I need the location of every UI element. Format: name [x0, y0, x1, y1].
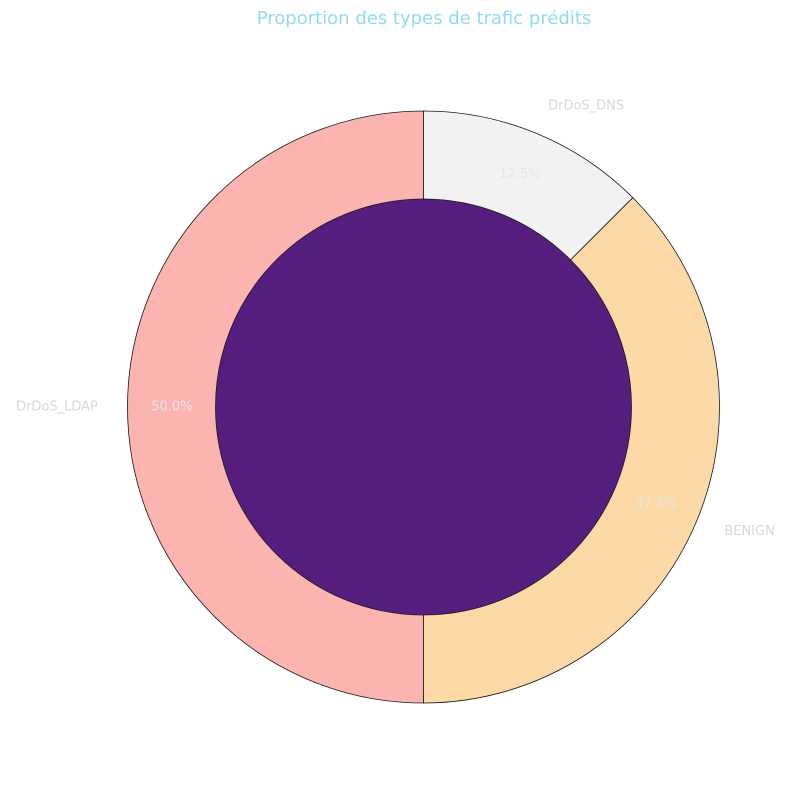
category-label-benign: BENIGN — [724, 524, 775, 539]
percent-label-benign: 37.5% — [635, 496, 676, 511]
chart-title: Proportion des types de trafic prédits — [256, 8, 592, 29]
category-label-drdos-dns: DrDoS_DNS — [548, 99, 624, 114]
category-label-drdos-ldap: DrDoS_LDAP — [16, 400, 98, 415]
percent-label-drdos-ldap: 50.0% — [151, 400, 192, 415]
donut-center-circle — [215, 198, 632, 616]
percent-label-drdos-dns: 12.5% — [499, 167, 540, 182]
